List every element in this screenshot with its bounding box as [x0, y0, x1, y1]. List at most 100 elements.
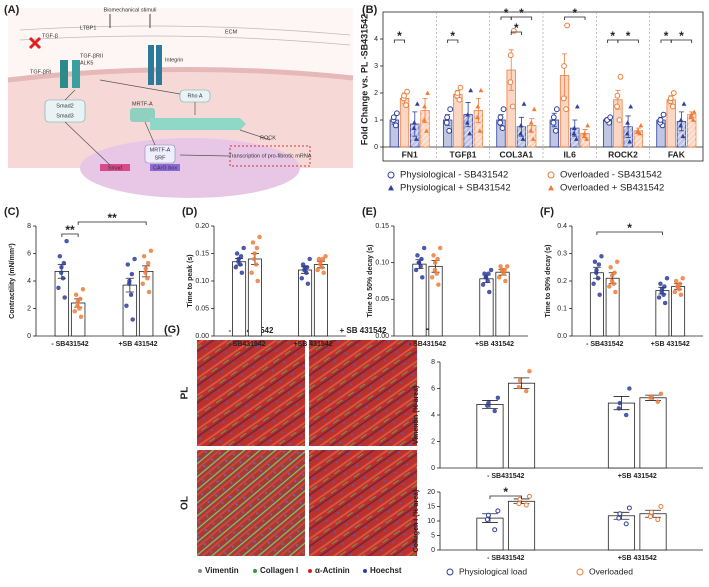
y-tick-label: 10 [427, 518, 435, 525]
mrtf-srf-box [144, 144, 176, 164]
data-point [688, 112, 694, 117]
stain-label: Vimentin [205, 566, 239, 575]
data-point [307, 256, 312, 262]
data-point [528, 120, 534, 125]
y-tick-label: 6 [431, 385, 435, 392]
stain-label: α-Actinin [315, 566, 350, 575]
data-point [141, 254, 147, 259]
data-point [315, 267, 320, 273]
y-tick-label: 2 [27, 305, 31, 312]
y-tick-label: 0.4 [557, 223, 567, 230]
y-tick-label: 2 [374, 90, 378, 97]
bar-hatch [420, 110, 430, 147]
data-point [321, 270, 326, 275]
data-point [80, 287, 86, 292]
data-point [465, 112, 471, 117]
significance-label: * [503, 485, 508, 499]
bar [507, 382, 536, 469]
data-point [560, 95, 567, 102]
ecm-fibres [19, 25, 351, 46]
data-point [236, 256, 241, 262]
x-tick-label: +SB 431542 [118, 341, 157, 348]
data-point [145, 260, 151, 266]
data-point [691, 109, 697, 114]
data-point [526, 493, 532, 499]
y-tick-label: 4 [431, 412, 435, 419]
data-point [509, 103, 516, 110]
data-point [305, 281, 311, 286]
x-tick-label: IL6 [564, 149, 577, 159]
label: MRTF-A [132, 101, 153, 107]
stain-swatch [308, 569, 312, 573]
stain-swatch [363, 569, 367, 573]
data-point [582, 131, 587, 136]
x-tick-label: +SB 431542 [618, 473, 657, 480]
data-point [617, 400, 623, 406]
data-point [413, 136, 419, 141]
data-point [413, 267, 419, 273]
data-point [516, 501, 522, 507]
bar-hatch [517, 126, 526, 147]
panel-label: (C) [4, 206, 20, 218]
data-point [475, 114, 480, 120]
data-point [614, 103, 620, 110]
significance-label: * [572, 6, 577, 20]
y-axis-label: Time to 50% decay (s) [367, 244, 374, 317]
data-point [656, 295, 662, 300]
data-point [503, 278, 508, 284]
data-point [238, 254, 244, 259]
data-point [432, 260, 438, 265]
label: TGF-βRI [30, 69, 52, 75]
y-tick-label: 0 [374, 144, 378, 151]
data-point [597, 292, 602, 297]
x-tick-label: +SB 431542 [618, 555, 657, 562]
data-point [608, 265, 613, 270]
panel-label: (F) [540, 206, 554, 218]
data-point [688, 114, 694, 120]
micrographs: - SB 431542 + SB 431542 PL OL [180, 326, 417, 556]
label: MRTF-A [150, 147, 171, 153]
data-point [64, 238, 69, 244]
y-tick-label: 0.10 [375, 260, 389, 267]
data-point [517, 378, 523, 383]
data-point [518, 131, 523, 136]
data-point [530, 136, 536, 141]
data-point [662, 284, 667, 289]
panel-label: (D) [182, 206, 198, 218]
label: Smad2 [56, 103, 73, 109]
bar [607, 515, 636, 551]
significance-label: * [519, 6, 524, 20]
y-axis-label: Time to 90% decay (s) [545, 244, 552, 317]
y-axis-label: Time to peak (s) [187, 254, 194, 307]
data-point [625, 120, 631, 125]
significance-bracket [393, 39, 405, 43]
data-point [658, 281, 663, 286]
data-point [60, 276, 66, 281]
data-point [304, 265, 310, 270]
data-point [505, 264, 510, 269]
y-tick-label: 0.1 [557, 305, 567, 312]
data-point [500, 106, 507, 113]
data-point [610, 273, 615, 278]
data-point [475, 104, 481, 109]
data-point [447, 106, 454, 113]
y-tick-label: 15 [427, 503, 435, 510]
data-point [488, 267, 494, 273]
data-point [576, 568, 584, 576]
y-tick-label: 8 [431, 359, 435, 366]
x-tick-label: +SB 431542 [475, 341, 514, 348]
dna-smad [100, 164, 130, 171]
data-point [680, 276, 685, 281]
data-point [518, 123, 524, 128]
bar [607, 402, 636, 469]
data-point [390, 114, 397, 121]
micrograph [197, 450, 305, 556]
data-point [233, 265, 238, 270]
data-point [75, 299, 80, 304]
data-point [255, 278, 260, 284]
data-point [125, 262, 131, 267]
data-point [564, 22, 571, 29]
data-point [416, 260, 422, 265]
x-tick-label: - SB431542 [228, 341, 265, 348]
data-point [323, 254, 328, 259]
